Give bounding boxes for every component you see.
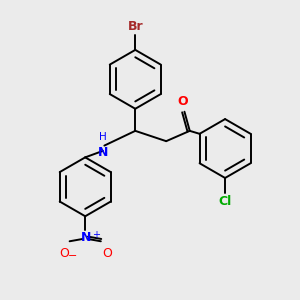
- Text: Br: Br: [128, 20, 143, 33]
- Text: N: N: [98, 146, 108, 159]
- Text: H: H: [99, 132, 107, 142]
- Text: O: O: [102, 247, 112, 260]
- Text: O: O: [59, 247, 69, 260]
- Text: O: O: [178, 95, 188, 108]
- Text: N: N: [81, 231, 91, 244]
- Text: +: +: [92, 230, 100, 239]
- Text: Cl: Cl: [218, 195, 232, 208]
- Text: −: −: [68, 251, 77, 261]
